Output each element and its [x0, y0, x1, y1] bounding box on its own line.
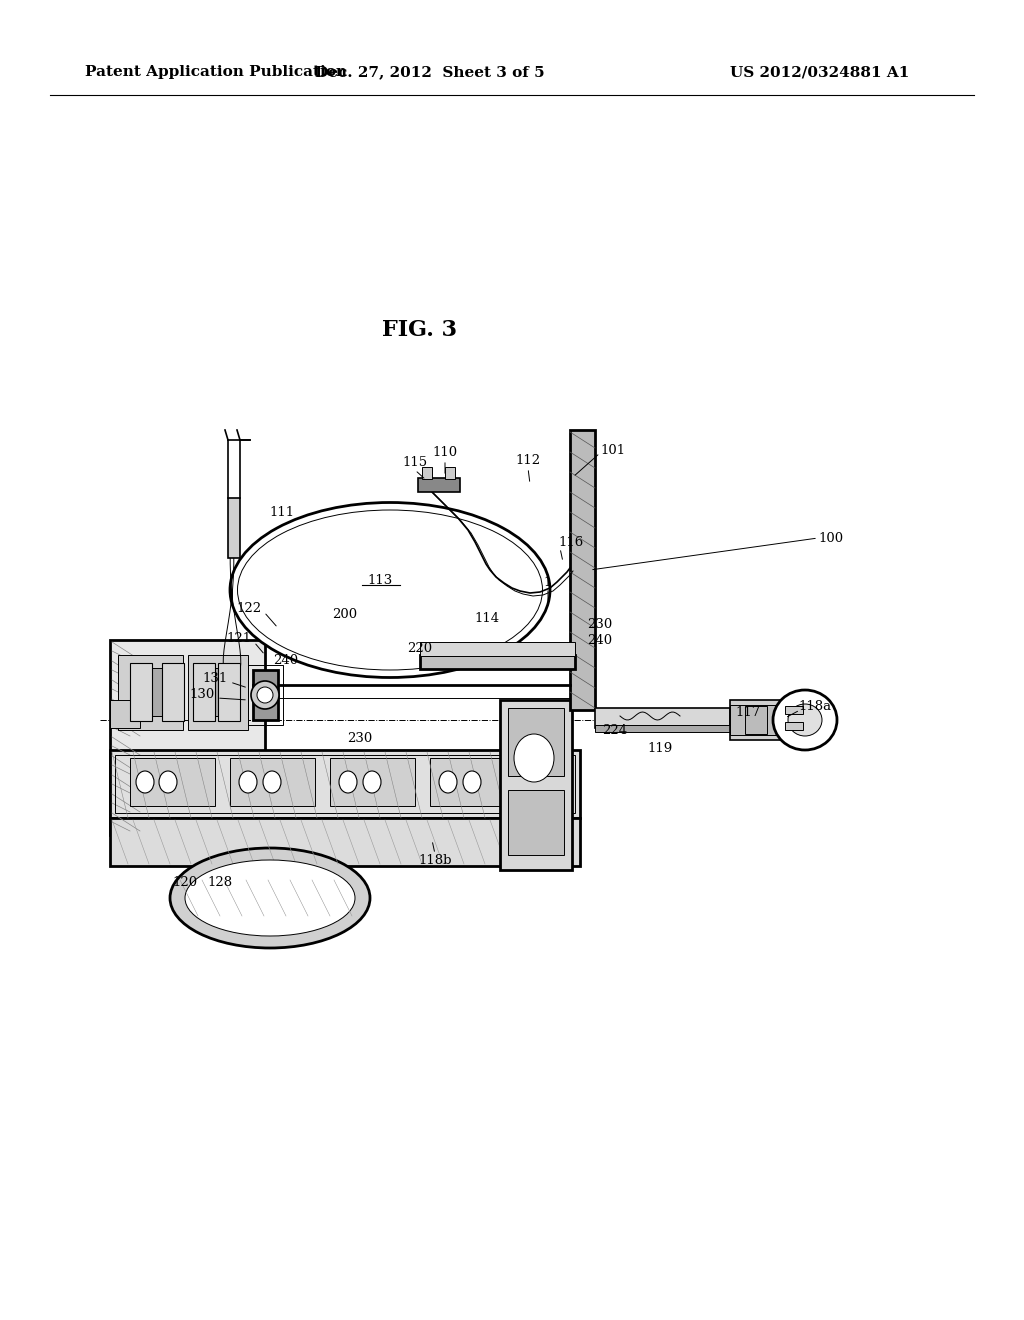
Bar: [150, 668, 180, 715]
Text: 230: 230: [347, 731, 373, 744]
Ellipse shape: [239, 771, 257, 793]
Bar: [110, 750, 580, 818]
Bar: [595, 708, 730, 729]
Text: 200: 200: [333, 609, 357, 622]
Ellipse shape: [263, 771, 281, 793]
Ellipse shape: [514, 734, 554, 781]
Text: 101: 101: [600, 444, 625, 457]
Ellipse shape: [257, 686, 273, 704]
Bar: [115, 755, 575, 813]
Text: US 2012/0324881 A1: US 2012/0324881 A1: [730, 65, 909, 79]
Text: 119: 119: [647, 742, 673, 755]
Ellipse shape: [362, 771, 381, 793]
Text: 118a: 118a: [798, 700, 831, 713]
Bar: [130, 663, 152, 721]
Ellipse shape: [185, 861, 355, 936]
Ellipse shape: [773, 690, 837, 750]
Bar: [188, 655, 248, 730]
Text: 220: 220: [408, 642, 432, 655]
Text: 121: 121: [227, 631, 252, 644]
Text: 112: 112: [515, 454, 541, 466]
Text: Dec. 27, 2012  Sheet 3 of 5: Dec. 27, 2012 Sheet 3 of 5: [315, 65, 545, 79]
Ellipse shape: [136, 771, 154, 793]
Text: 122: 122: [237, 602, 262, 615]
Bar: [420, 642, 575, 656]
Bar: [785, 722, 803, 730]
Text: 120: 120: [172, 875, 198, 888]
Bar: [730, 700, 785, 741]
Bar: [130, 758, 215, 807]
Ellipse shape: [463, 771, 481, 793]
Bar: [253, 671, 278, 719]
Ellipse shape: [439, 771, 457, 793]
Text: 100: 100: [818, 532, 843, 544]
Bar: [508, 708, 564, 776]
Text: 115: 115: [402, 455, 428, 469]
Bar: [110, 640, 265, 836]
Text: FIG. 3: FIG. 3: [383, 319, 458, 341]
Text: 130: 130: [189, 689, 215, 701]
Ellipse shape: [251, 681, 279, 709]
Text: 111: 111: [270, 506, 295, 519]
Bar: [118, 655, 183, 730]
Text: 128: 128: [208, 875, 232, 888]
Bar: [445, 467, 455, 479]
Bar: [595, 725, 730, 733]
Text: 110: 110: [432, 446, 458, 458]
Text: 1: 1: [544, 576, 552, 589]
Bar: [218, 663, 240, 721]
Bar: [162, 663, 184, 721]
Ellipse shape: [339, 771, 357, 793]
Bar: [420, 655, 575, 669]
Text: 114: 114: [474, 611, 500, 624]
Bar: [230, 758, 315, 807]
Bar: [248, 665, 283, 725]
Bar: [330, 758, 415, 807]
Text: 117: 117: [735, 705, 760, 718]
Bar: [570, 430, 595, 710]
Text: 224: 224: [602, 723, 628, 737]
Text: 118b: 118b: [418, 854, 452, 866]
Ellipse shape: [159, 771, 177, 793]
Text: 230: 230: [587, 619, 612, 631]
Ellipse shape: [170, 847, 370, 948]
Bar: [785, 706, 803, 714]
Text: 240: 240: [272, 653, 298, 667]
Bar: [110, 818, 580, 866]
Bar: [730, 705, 785, 735]
Ellipse shape: [788, 704, 822, 737]
Bar: [430, 758, 515, 807]
Bar: [205, 668, 234, 715]
Bar: [193, 663, 215, 721]
Bar: [508, 789, 564, 855]
Bar: [422, 467, 432, 479]
Bar: [500, 700, 572, 870]
Bar: [110, 700, 140, 729]
Text: Patent Application Publication: Patent Application Publication: [85, 65, 347, 79]
Text: 113: 113: [368, 573, 392, 586]
Text: 240: 240: [587, 634, 612, 647]
Ellipse shape: [230, 503, 550, 677]
Text: 131: 131: [203, 672, 228, 685]
Bar: [745, 706, 767, 734]
Bar: [418, 478, 460, 492]
Bar: [228, 498, 240, 558]
Text: 116: 116: [558, 536, 584, 549]
